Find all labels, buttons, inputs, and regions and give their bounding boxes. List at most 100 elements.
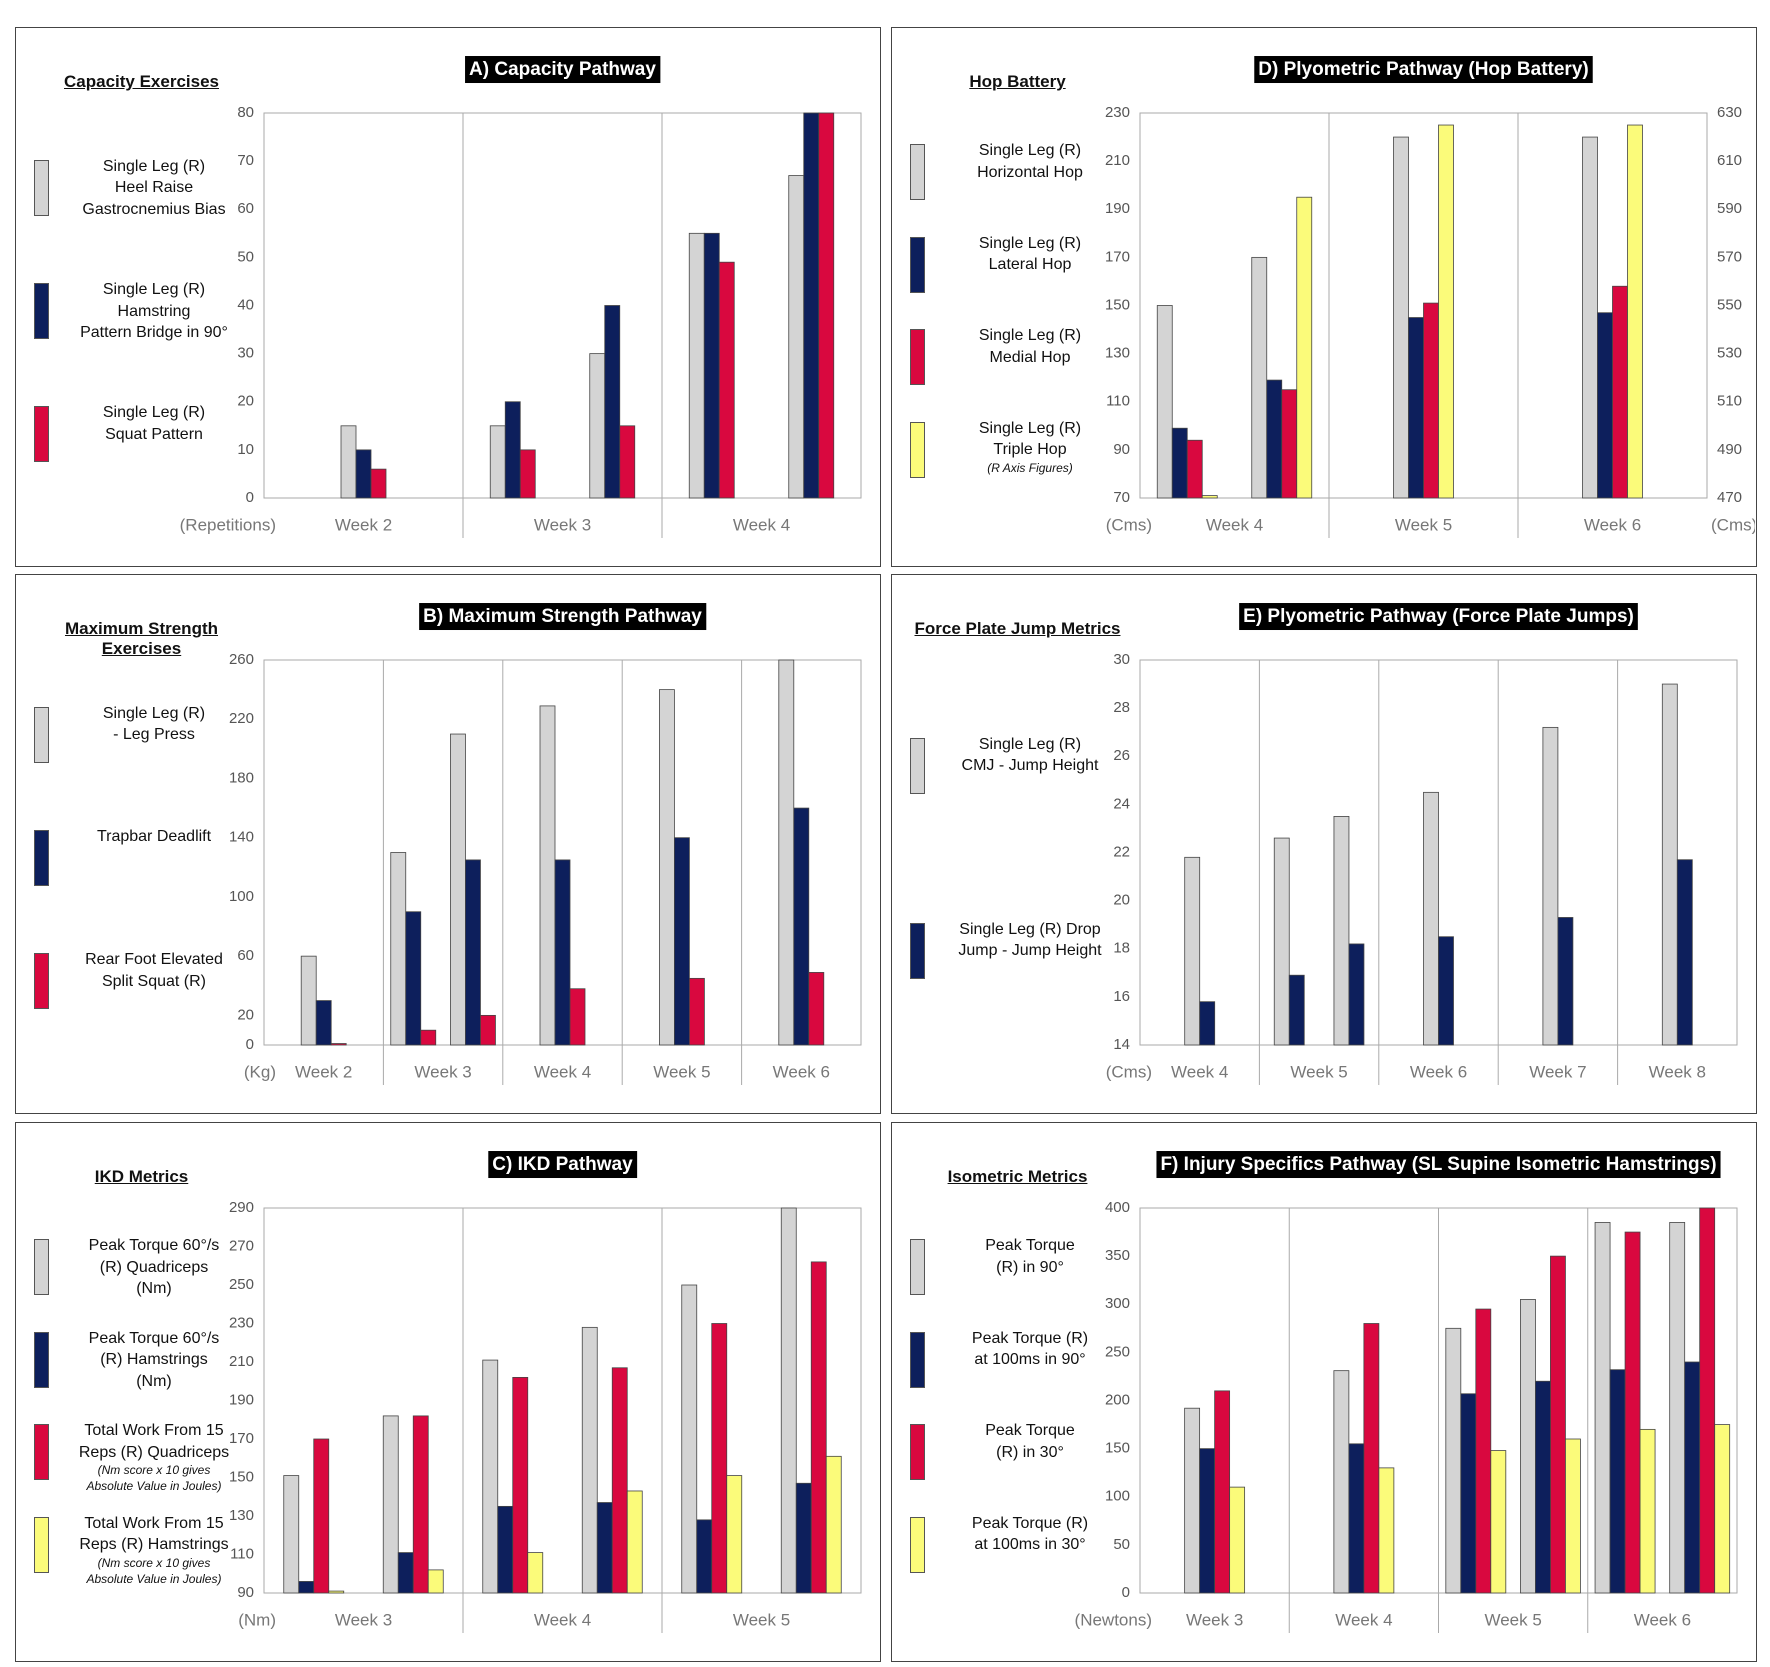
x-tick-label: Week 7 [1529,1062,1586,1081]
y2-tick-label: 570 [1717,248,1742,265]
y-tick-label: 200 [1105,1391,1130,1408]
y2-tick-label: 590 [1717,200,1742,217]
y-tick-label: 140 [229,829,254,846]
x-tick-label: Week 5 [1395,515,1452,534]
bar [504,401,521,499]
legend-title: IKD Metrics [94,1167,189,1186]
bar [619,425,636,499]
legend-title: Hop Battery [969,72,1066,91]
legend-note: (R Axis Figures) [987,460,1073,475]
bar [1594,1222,1611,1594]
x-tick-label: Week 6 [1584,515,1641,534]
y-tick-label: 130 [1105,345,1130,362]
bar [1438,936,1454,1046]
y-tick-label: 130 [229,1507,254,1524]
y-tick-label: 0 [246,1036,254,1053]
bar [313,1438,330,1594]
bar [489,425,506,499]
legend-entry: Peak Torque (R) in 90° [930,1235,1130,1278]
y2-tick-label: 470 [1717,489,1742,506]
bar [512,1376,529,1594]
title-background [1156,1151,1721,1179]
y-tick-label: 190 [229,1391,254,1408]
bar [370,468,387,499]
legend-entry: Single Leg (R) - Leg Press [54,703,254,746]
bar [1266,379,1283,499]
y-tick-label: 20 [1113,892,1130,909]
legend-label: Single Leg (R) - Leg Press [102,704,206,744]
bar [696,1519,713,1594]
bar [1597,312,1613,499]
y-tick-label: 90 [237,1584,254,1601]
x-tick-label: Week 2 [335,515,392,534]
x-tick-label: Week 5 [733,1610,790,1629]
x-tick-label: Week 4 [534,1062,591,1081]
y-tick-label: 26 [1113,747,1130,764]
legend-entry: Single Leg (R) Triple Hop (R Axis Figures… [930,418,1130,477]
y2-tick-label: 530 [1717,345,1742,362]
legend-swatch [910,1331,925,1388]
y-tick-label: 24 [1113,795,1130,812]
bar [298,1581,315,1594]
legend-label: Peak Torque (R) in 90° [985,1237,1075,1276]
chart: C) IKD Pathway 90 110 130 150 170 190 210 230 250… [229,1151,862,1633]
legend-entry: Peak Torque (R) in 30° [930,1420,1130,1463]
bar [1348,943,1365,1046]
legend-swatch [34,1331,49,1388]
x-tick-label: Week 5 [1290,1062,1347,1081]
bar [340,425,357,499]
bar [778,659,795,1046]
x-tick-label: Week 6 [1634,1610,1691,1629]
bar [1438,124,1454,499]
bar [1171,427,1188,499]
legend-swatch [910,1239,925,1296]
bar [412,1415,429,1594]
bar [689,977,705,1046]
legend-entry: Rear Foot Elevated Split Squat (R) [54,949,254,992]
bar [1423,791,1439,1046]
x-tick-label: Week 3 [1186,1610,1243,1629]
legend-entry: Peak Torque 60°/s (R) Hamstrings (Nm) [54,1328,254,1393]
x-tick-label: Week 5 [1484,1610,1541,1629]
bar [596,1502,613,1594]
legend-label: Single Leg (R) Lateral Hop [978,234,1082,274]
bar [604,305,621,499]
legend-swatch [910,329,925,386]
legend-entry: Single Leg (R) Squat Pattern [54,402,254,445]
bar [355,449,372,499]
bar [420,1029,437,1046]
bar [1156,305,1173,499]
bar [1251,256,1268,499]
bar [569,988,586,1046]
y-tick-label: 0 [246,489,254,506]
legend-entry: Single Leg (R) Horizontal Hop [930,140,1130,183]
bar [1281,389,1298,499]
title-background [465,56,661,84]
y-tick-label: 300 [1105,1295,1130,1312]
bar [1624,1231,1641,1594]
bar [1460,1393,1477,1594]
bar [581,1326,598,1594]
x-tick-label: Week 4 [534,1610,591,1629]
bar [1627,124,1643,499]
y-tick-label: 30 [1113,651,1130,668]
y-tick-label: 20 [237,393,254,410]
y2-tick-label: 510 [1717,393,1742,410]
legend-swatch [34,1239,49,1296]
bar [283,1475,300,1594]
legend-swatch [34,953,49,1010]
bar [1214,1390,1231,1594]
y-tick-label: 100 [1105,1488,1130,1505]
bar [539,705,556,1046]
bar [674,837,690,1046]
legend-label: Peak Torque (R) in 30° [985,1422,1075,1461]
y-tick-label: 150 [1105,296,1130,313]
bar [1557,917,1574,1046]
y-tick-label: 290 [229,1199,254,1216]
chart-title: A) Capacity Pathway [469,59,656,80]
x-tick-label: Week 8 [1649,1062,1706,1081]
y-tick-label: 16 [1113,988,1130,1005]
legend-swatch [910,922,925,979]
bar [803,112,820,499]
y-tick-label: 100 [229,888,254,905]
